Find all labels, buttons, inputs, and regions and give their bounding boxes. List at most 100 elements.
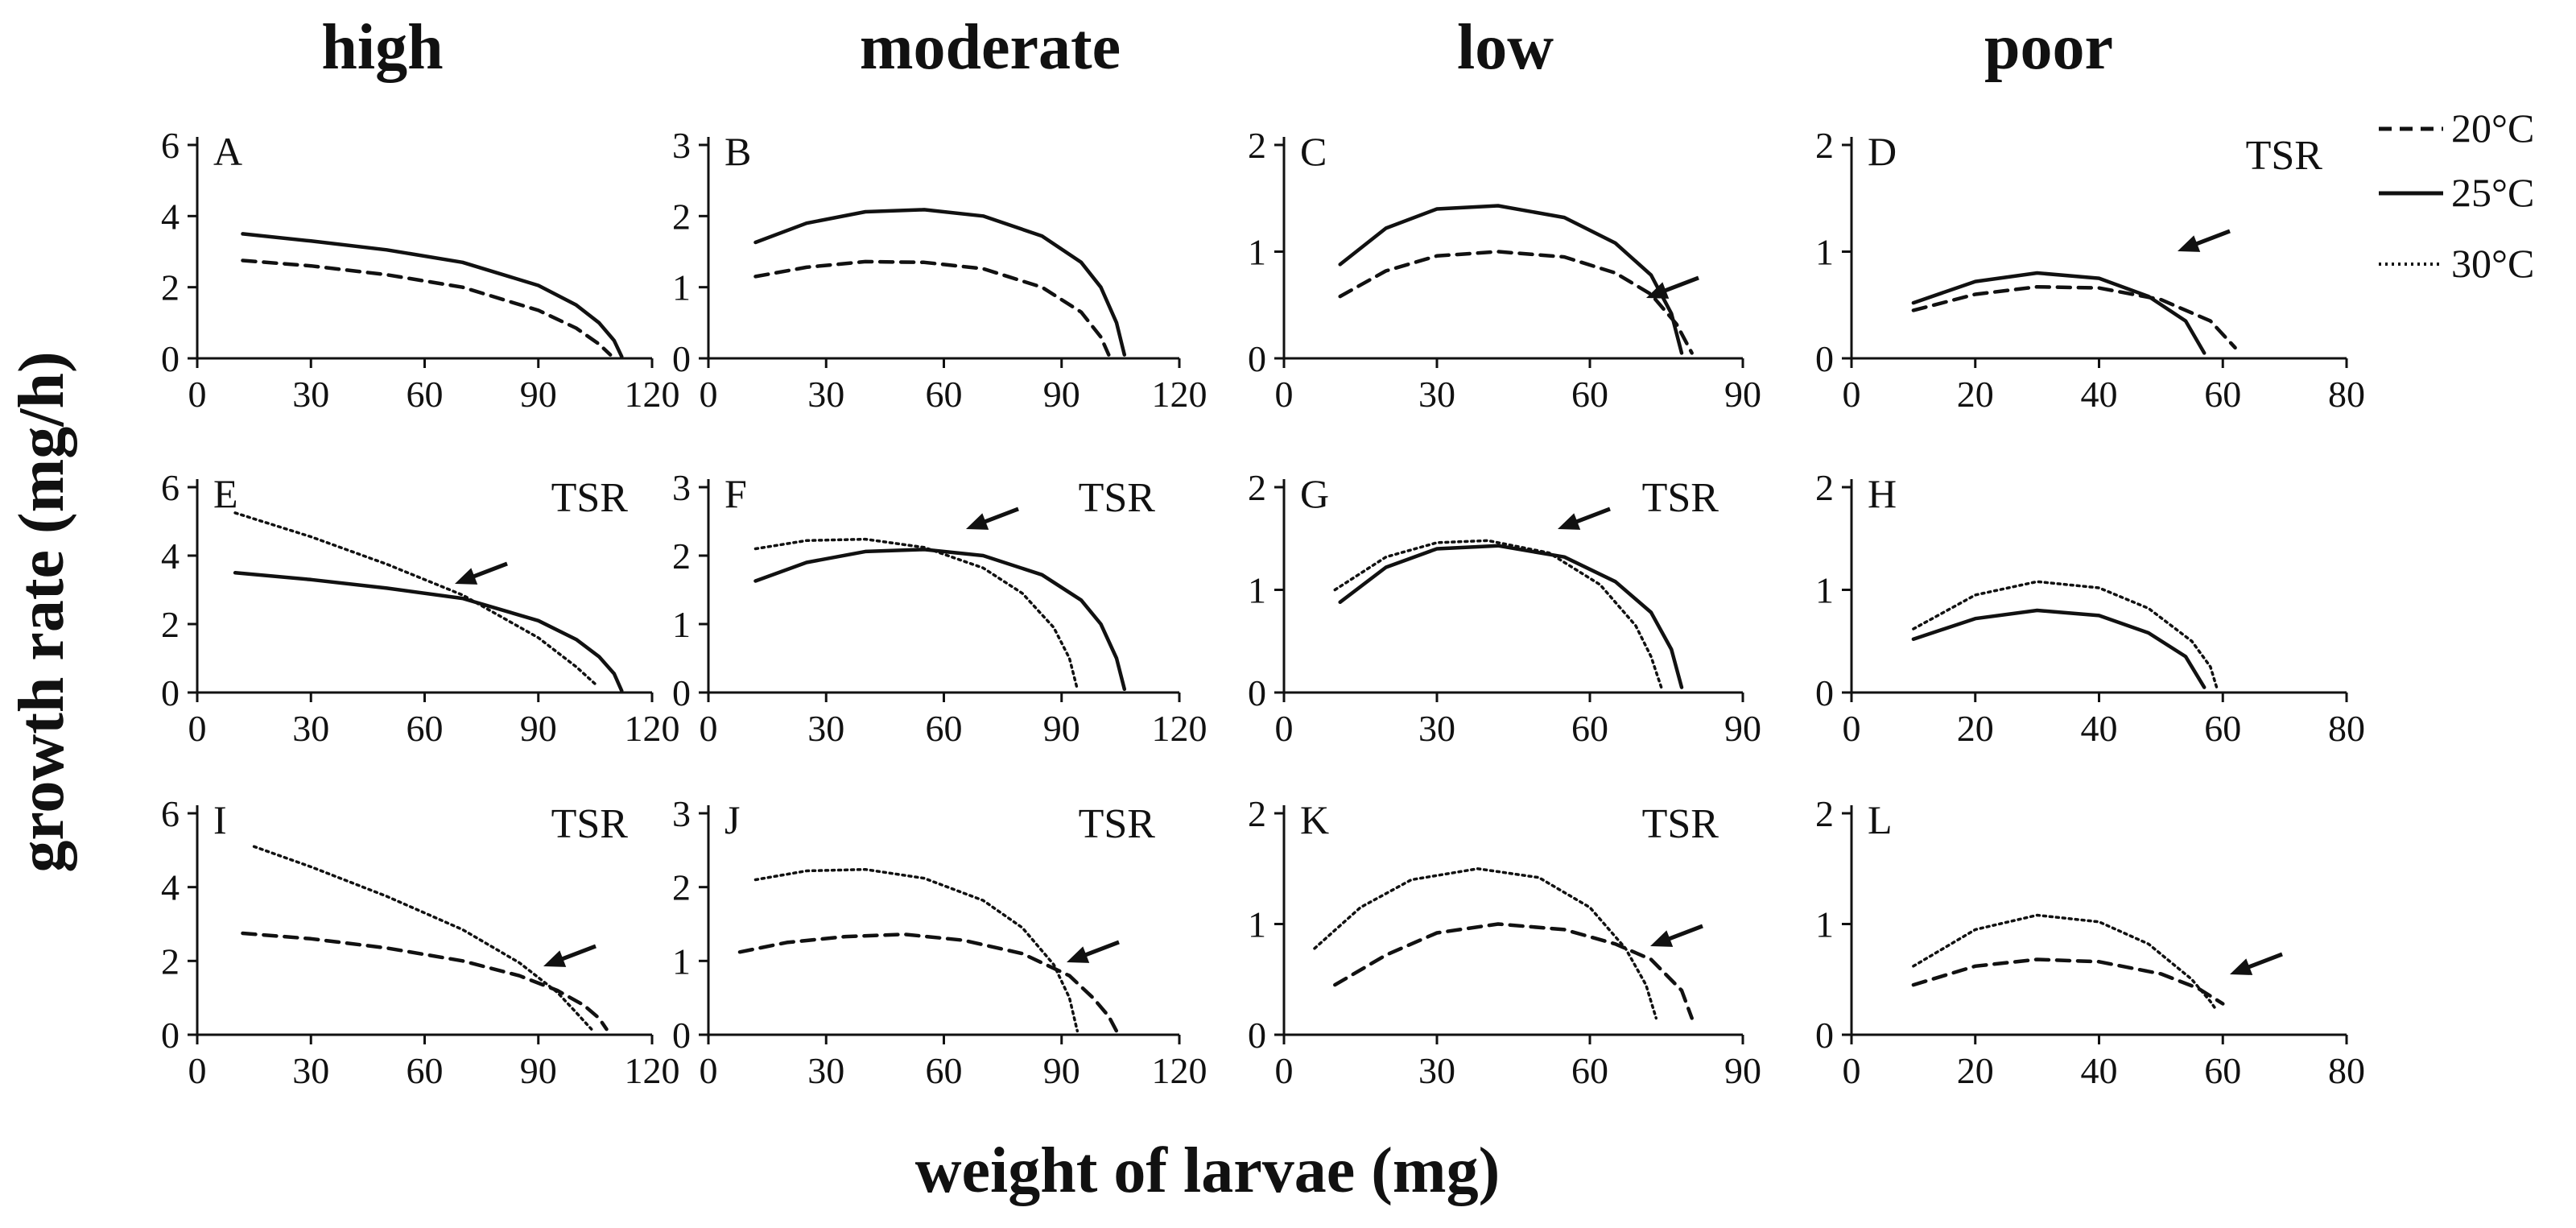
column-header-high: high	[321, 12, 443, 83]
y-tick-label: 3	[672, 793, 691, 834]
panel-letter: G	[1300, 471, 1329, 516]
x-tick-label: 90	[520, 708, 557, 749]
y-tick-label: 4	[161, 535, 180, 577]
series-line-25c	[1911, 271, 2207, 355]
x-tick-label: 80	[2328, 1050, 2365, 1091]
annotation-arrows	[455, 229, 2283, 975]
x-tick-label: 60	[407, 1050, 444, 1091]
x-tick-label: 20	[1957, 708, 1994, 749]
y-tick-label: 1	[672, 267, 691, 308]
y-tick-label: 3	[672, 467, 691, 508]
x-tick-label: 0	[1843, 1050, 1861, 1091]
y-axis-title: growth rate (mg/h)	[6, 351, 77, 872]
panel-d: 0 20 40 60 80 0 1 2 D TSR	[1815, 125, 2365, 415]
panel-letter: D	[1868, 129, 1897, 174]
tsr-label: TSR	[1079, 475, 1156, 521]
x-tick-label: 60	[1571, 374, 1608, 415]
panel-f: 0 30 60 90 120 0 1 2 3 F TSR	[672, 467, 1208, 749]
y-tick-label: 2	[1815, 467, 1834, 508]
y-tick-label: 0	[672, 1015, 691, 1056]
series-line-25c	[1911, 608, 2207, 689]
y-tick-label: 1	[1815, 570, 1834, 611]
y-tick-label: 0	[1815, 672, 1834, 713]
x-tick-label: 20	[1957, 374, 1994, 415]
series-line-30c	[1912, 580, 2219, 689]
x-tick-label: 60	[1571, 708, 1608, 749]
x-tick-label: 60	[2204, 708, 2241, 749]
x-tick-label: 60	[926, 708, 963, 749]
y-tick-label: 1	[672, 941, 691, 982]
panel-letter: A	[213, 129, 242, 174]
arrow-head	[966, 513, 989, 530]
x-tick-label: 60	[1571, 1050, 1608, 1091]
panel-letter: K	[1300, 797, 1329, 842]
panel-letter: J	[724, 797, 740, 842]
tsr-label: TSR	[1642, 475, 1719, 521]
x-tick-label: 0	[188, 374, 207, 415]
x-tick-label: 120	[625, 1050, 680, 1091]
arrow-head	[543, 950, 567, 967]
x-tick-label: 30	[1418, 374, 1455, 415]
panel-i: 0 30 60 90 120 0 2 4 6 I TSR	[161, 793, 680, 1091]
x-tick-label: 120	[1152, 1050, 1208, 1091]
series-line-20c	[1338, 250, 1694, 355]
panel-l: 0 20 40 60 80 0 1 2 L	[1815, 793, 2365, 1091]
series-line-30c	[1912, 913, 2219, 1012]
x-tick-label: 0	[1275, 708, 1294, 749]
x-tick-label: 60	[407, 374, 444, 415]
x-axis-title: weight of larvae (mg)	[915, 1135, 1500, 1206]
y-tick-label: 2	[1248, 793, 1266, 834]
x-tick-label: 80	[2328, 708, 2365, 749]
x-tick-label: 30	[807, 374, 844, 415]
series-line-25c	[753, 208, 1127, 357]
series-line-20c	[753, 259, 1111, 357]
y-tick-label: 3	[672, 125, 691, 166]
y-tick-label: 1	[1815, 232, 1834, 273]
y-tick-label: 6	[161, 793, 180, 834]
y-tick-label: 1	[1248, 570, 1266, 611]
x-tick-label: 0	[188, 708, 207, 749]
panel-g: 0 30 60 90 0 1 2 G TSR	[1248, 467, 1761, 749]
panel-a: 0 30 60 90 120 0 2 4 6 A	[161, 125, 680, 415]
series-line-25c	[1338, 204, 1684, 355]
y-tick-label: 2	[1248, 125, 1266, 166]
x-tick-label: 30	[292, 374, 329, 415]
column-header-moderate: moderate	[860, 12, 1121, 83]
x-tick-label: 80	[2328, 374, 2365, 415]
x-tick-label: 0	[1275, 1050, 1294, 1091]
y-tick-label: 1	[1248, 232, 1266, 273]
y-tick-label: 2	[161, 604, 180, 645]
x-tick-label: 60	[926, 374, 963, 415]
y-tick-label: 4	[161, 196, 180, 237]
tsr-label: TSR	[2246, 133, 2323, 179]
y-tick-label: 2	[1248, 467, 1266, 508]
x-tick-label: 120	[1152, 374, 1208, 415]
arrow-head	[2178, 235, 2201, 252]
x-tick-label: 30	[1418, 1050, 1455, 1091]
column-header-low: low	[1457, 12, 1554, 83]
panel-e: 0 30 60 90 120 0 2 4 6 E TSR	[161, 467, 680, 749]
x-tick-label: 40	[2081, 374, 2118, 415]
y-tick-label: 2	[672, 867, 691, 908]
series-line-30c	[753, 867, 1080, 1033]
y-tick-label: 1	[672, 604, 691, 645]
x-tick-label: 90	[520, 1050, 557, 1091]
series-line-30c	[233, 511, 597, 686]
column-header-poor: poor	[1984, 12, 2113, 83]
series-line-30c	[1313, 867, 1658, 1020]
x-tick-label: 20	[1957, 1050, 1994, 1091]
x-tick-label: 0	[700, 374, 718, 415]
panel-letter: F	[724, 471, 747, 516]
y-tick-label: 0	[1248, 1015, 1266, 1056]
y-tick-label: 6	[161, 467, 180, 508]
y-tick-label: 0	[161, 338, 180, 379]
x-tick-label: 90	[1724, 708, 1761, 749]
y-tick-label: 1	[1815, 904, 1834, 945]
legend-label-20c: 20°C	[2451, 105, 2534, 151]
panel-j: 0 30 60 90 120 0 1 2 3 J TSR	[672, 793, 1208, 1091]
series-line-25c	[241, 232, 624, 359]
y-tick-label: 0	[1815, 1015, 1834, 1056]
arrow-head	[2230, 958, 2253, 975]
series-line-30c	[252, 845, 593, 1031]
